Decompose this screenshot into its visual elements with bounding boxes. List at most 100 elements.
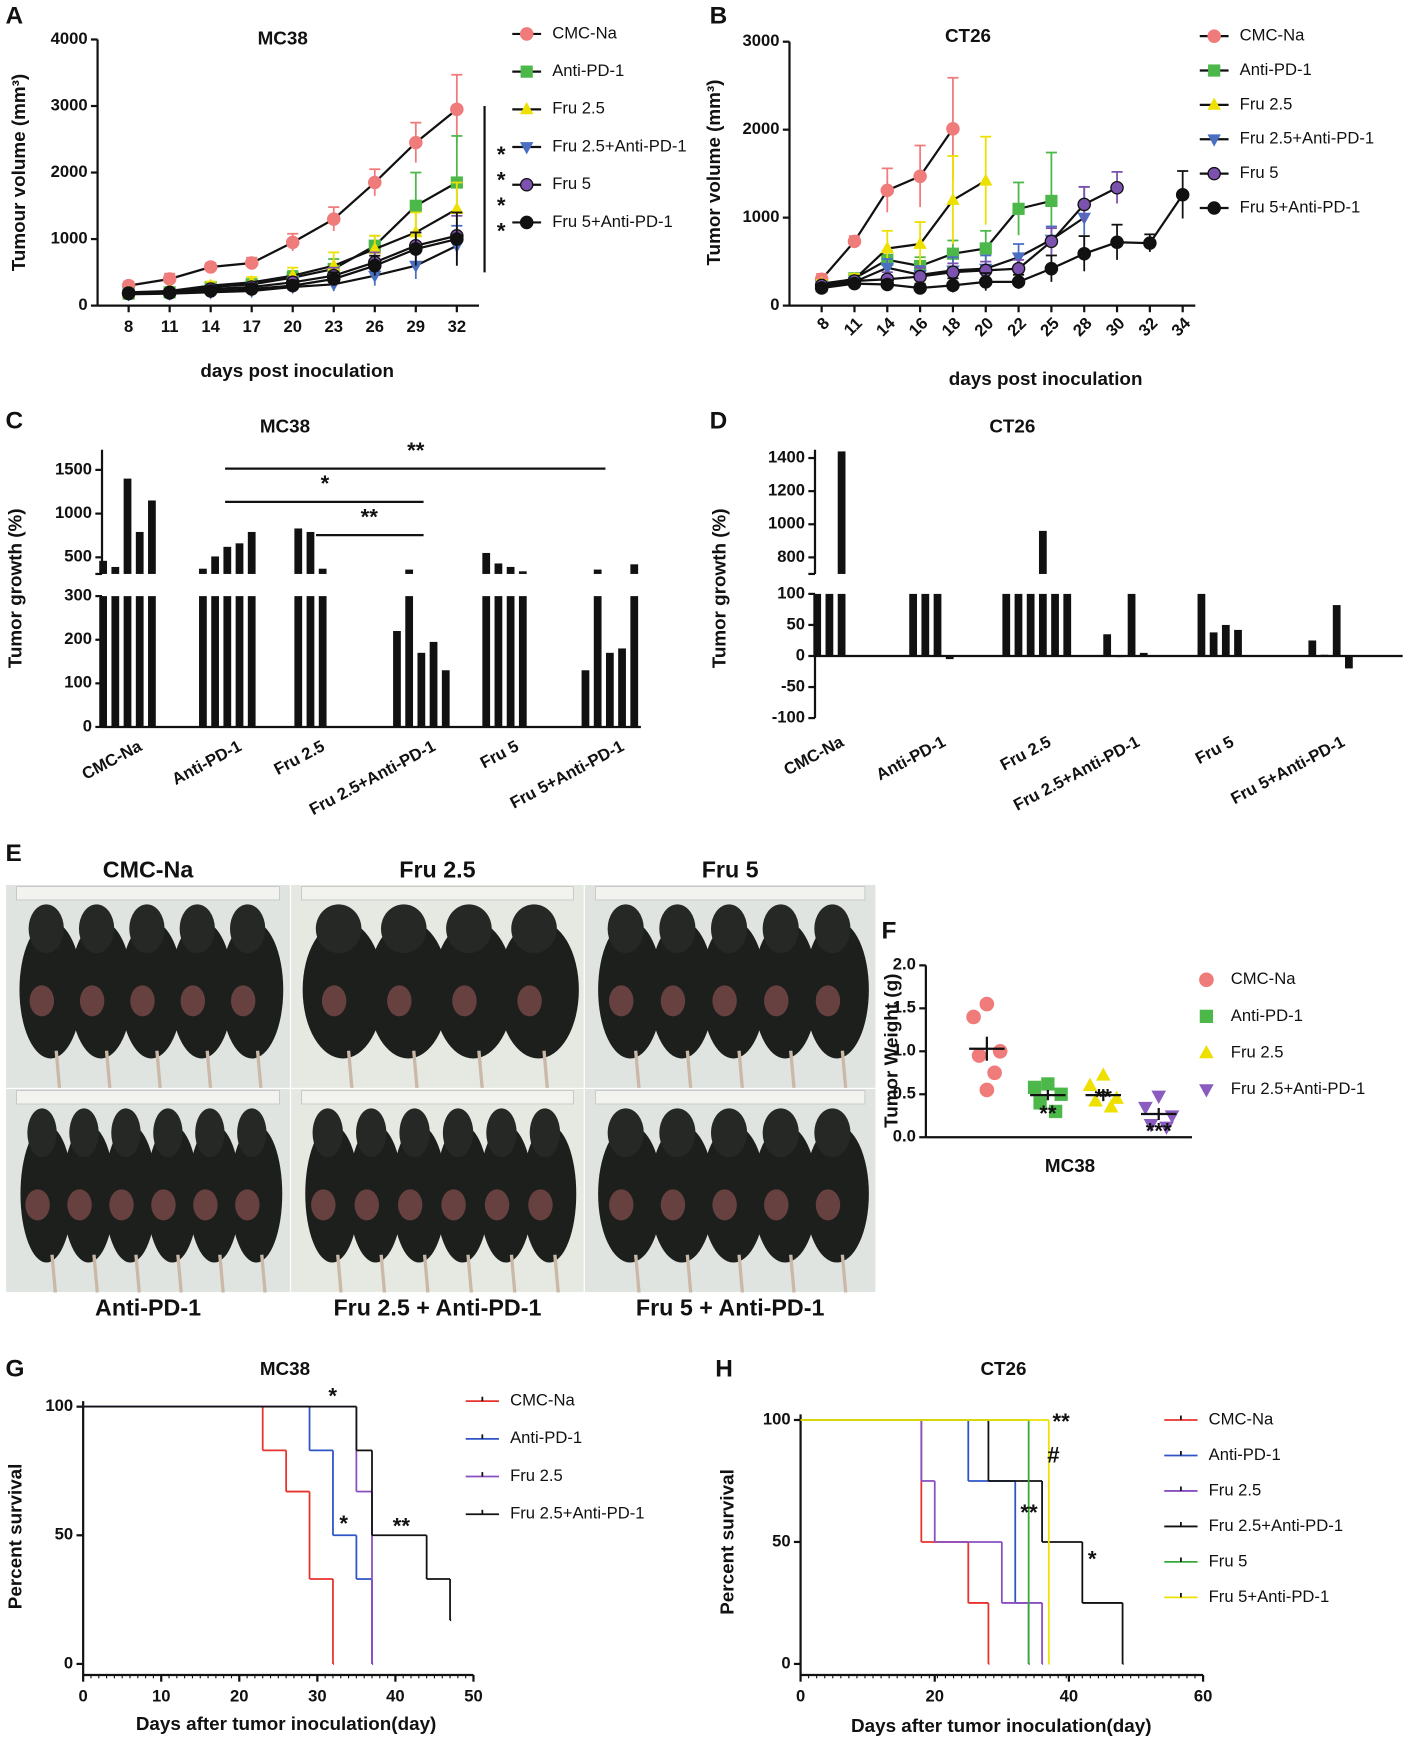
mouse-head bbox=[111, 1108, 141, 1158]
tumor bbox=[517, 985, 542, 1017]
mouse bbox=[498, 921, 579, 1059]
bar bbox=[1063, 593, 1072, 656]
legend-label: CMC-Na bbox=[1240, 26, 1305, 45]
x-tick-label: 26 bbox=[366, 317, 385, 336]
annotation: # bbox=[1047, 1442, 1059, 1467]
x-tick-label: Anti-PD-1 bbox=[873, 732, 949, 784]
annotation: ** bbox=[1020, 1500, 1038, 1525]
bar-upper bbox=[235, 543, 244, 574]
marker bbox=[121, 286, 136, 301]
mouse bbox=[146, 1125, 199, 1263]
legend-label: Fru 2.5 bbox=[1231, 1042, 1284, 1061]
y-tick-label: 50 bbox=[787, 614, 806, 633]
legend-label: CMC-Na bbox=[552, 23, 617, 42]
x-tick-label: Anti-PD-1 bbox=[169, 736, 245, 788]
marker bbox=[1151, 1090, 1167, 1104]
y-tick-label: 2.0 bbox=[893, 955, 916, 974]
bar bbox=[1127, 593, 1136, 656]
tumor bbox=[193, 1189, 218, 1221]
legend-label: Anti-PD-1 bbox=[1240, 60, 1312, 79]
y-tick-label: 4000 bbox=[51, 29, 88, 48]
tumor bbox=[235, 1189, 260, 1221]
bar bbox=[1234, 629, 1242, 656]
mouse bbox=[522, 1125, 577, 1263]
marker bbox=[285, 235, 300, 250]
bar bbox=[393, 631, 401, 727]
x-tick-label: 10 bbox=[152, 1687, 170, 1706]
tail bbox=[379, 1254, 387, 1293]
legend-label: Anti-PD-1 bbox=[510, 1428, 582, 1447]
tail bbox=[789, 1050, 796, 1089]
mouse bbox=[649, 921, 714, 1059]
marker bbox=[978, 275, 993, 289]
marker bbox=[814, 281, 829, 295]
tail bbox=[134, 1254, 141, 1293]
bar bbox=[1103, 634, 1112, 656]
mouse bbox=[753, 921, 818, 1059]
mouse-head bbox=[355, 1108, 387, 1158]
x-axis-label: Days after tumor inoculation(day) bbox=[851, 1715, 1152, 1736]
annotation: * bbox=[339, 1511, 348, 1536]
marker bbox=[1027, 1080, 1042, 1095]
bar-upper bbox=[837, 451, 846, 574]
tumor bbox=[660, 1189, 686, 1221]
marker bbox=[1207, 97, 1221, 110]
mouse-head bbox=[153, 1108, 183, 1158]
bar bbox=[318, 596, 327, 727]
marker bbox=[992, 1043, 1008, 1059]
y-tick-label: 0 bbox=[770, 295, 779, 314]
marker bbox=[326, 272, 341, 286]
bar bbox=[1051, 593, 1059, 656]
marker bbox=[1110, 235, 1124, 250]
mouse-head bbox=[229, 904, 266, 954]
marker bbox=[979, 996, 995, 1012]
bar bbox=[1308, 640, 1317, 656]
x-tick-label: Fru 5+Anti-PD-1 bbox=[507, 736, 627, 812]
bar bbox=[1320, 654, 1329, 656]
tail bbox=[412, 1050, 419, 1089]
legend-label: Fru 5 bbox=[1209, 1551, 1248, 1570]
marker bbox=[162, 286, 177, 300]
panel-letter: D bbox=[710, 407, 728, 434]
x-axis-label: Days after tumor inoculation(day) bbox=[136, 1713, 436, 1734]
x-tick-label: 23 bbox=[325, 317, 344, 336]
tumor bbox=[660, 985, 686, 1017]
bar-upper bbox=[494, 563, 503, 574]
tumor bbox=[764, 985, 789, 1017]
x-tick-label: Fru 2.5 bbox=[271, 736, 328, 778]
tumor bbox=[452, 985, 477, 1017]
bar-upper bbox=[482, 552, 491, 574]
bar-upper bbox=[1038, 530, 1047, 574]
tumor bbox=[441, 1189, 466, 1221]
tail bbox=[553, 1254, 560, 1293]
mouse-head bbox=[607, 904, 644, 954]
annotation: ** bbox=[393, 1513, 411, 1538]
y-tick-label: 1000 bbox=[743, 207, 780, 226]
panel-letter: H bbox=[715, 1356, 733, 1383]
marker bbox=[946, 265, 960, 279]
bar bbox=[1038, 593, 1047, 656]
annotation: ** bbox=[1095, 1084, 1113, 1109]
tail bbox=[685, 1050, 693, 1089]
mouse-head bbox=[659, 904, 696, 954]
marker bbox=[971, 1048, 987, 1063]
tumor bbox=[528, 1189, 553, 1221]
mouse-head bbox=[442, 1108, 474, 1158]
marker bbox=[847, 276, 862, 291]
tail bbox=[92, 1254, 99, 1293]
legend-label: Fru 5+Anti-PD-1 bbox=[1240, 197, 1361, 216]
bar bbox=[148, 596, 156, 727]
mouse-head bbox=[78, 904, 115, 954]
bar bbox=[1345, 655, 1353, 669]
marker bbox=[244, 282, 259, 296]
y-tick-label: 300 bbox=[64, 586, 92, 605]
tumor bbox=[230, 985, 256, 1017]
marker bbox=[368, 258, 382, 273]
x-tick-label: 14 bbox=[201, 317, 220, 336]
bar bbox=[1002, 593, 1011, 656]
mouse bbox=[367, 921, 449, 1059]
marker bbox=[1199, 1009, 1214, 1024]
bar-upper bbox=[506, 566, 515, 574]
bar bbox=[1332, 605, 1341, 656]
